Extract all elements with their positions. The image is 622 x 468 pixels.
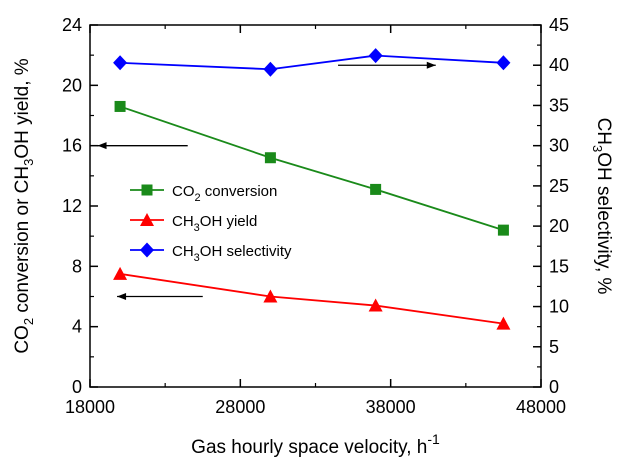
y-right-tick-label: 0 — [549, 377, 559, 397]
y-right-title-part: OH selectivity, % — [593, 152, 614, 294]
legend-label-rest: conversion — [201, 183, 278, 200]
legend-label-sub: 3 — [194, 252, 200, 264]
legend-label-sub: 2 — [195, 192, 201, 204]
series-line-co2-conversion — [119, 105, 504, 231]
legend-entry: CH3OH selectivity — [172, 243, 292, 264]
x-tick-label: 28000 — [215, 397, 265, 417]
y-left-tick-label: 24 — [62, 15, 82, 35]
x-tick-label: 48000 — [516, 397, 566, 417]
y-left-title-sub: 3 — [21, 159, 36, 166]
legend-entry: CH3OH yield — [172, 213, 257, 234]
data-point-co2-conversion — [114, 100, 126, 112]
data-point-ch3oh-yield — [496, 316, 511, 330]
y-right-tick-label: 40 — [549, 55, 569, 75]
y-left-tick-label: 0 — [72, 377, 82, 397]
axis-arrow-head — [97, 142, 107, 150]
y-right-tick-label: 25 — [549, 176, 569, 196]
axis-arrow-head — [426, 61, 436, 69]
data-point-ch3oh-selectivity — [263, 61, 278, 77]
data-point-ch3oh-selectivity — [496, 55, 511, 71]
legend-label-main: CO — [172, 183, 195, 200]
y-right-axis-title: CH3OH selectivity, % — [590, 118, 614, 295]
axis-arrow-head — [117, 293, 127, 300]
data-point-ch3oh-yield — [113, 266, 128, 280]
x-tick-label: 38000 — [366, 397, 416, 417]
y-left-tick-label: 8 — [72, 256, 82, 276]
data-point-ch3oh-yield — [368, 298, 383, 312]
y-right-tick-label: 10 — [549, 297, 569, 317]
data-point-co2-conversion — [497, 224, 509, 236]
y-left-title-part: OH yield, % — [12, 58, 33, 158]
data-point-ch3oh-selectivity — [368, 48, 383, 64]
data-point-ch3oh-yield — [263, 289, 278, 303]
y-left-tick-label: 12 — [62, 196, 82, 216]
legend-entry: CO2 conversion — [172, 183, 277, 204]
legend-marker — [140, 213, 154, 226]
y-right-tick-label: 15 — [549, 256, 569, 276]
legend-label-sub: 3 — [194, 222, 200, 234]
y-left-axis-title: CO2 conversion or CH3OH yield, % — [12, 58, 36, 353]
legend-label-rest: OH yield — [200, 213, 258, 230]
y-right-tick-label: 30 — [549, 136, 569, 156]
y-right-tick-label: 45 — [549, 15, 569, 35]
x-axis-title-superscript: -1 — [427, 431, 440, 447]
y-right-title-sub: 3 — [590, 145, 605, 152]
y-right-tick-label: 35 — [549, 95, 569, 115]
y-left-tick-label: 16 — [62, 136, 82, 156]
x-axis-title: Gas hourly space velocity, h-1 — [191, 431, 440, 458]
data-point-ch3oh-selectivity — [113, 55, 128, 71]
y-left-title-part: CO — [12, 325, 33, 354]
x-tick-label: 18000 — [65, 397, 115, 417]
data-point-co2-conversion — [370, 183, 382, 195]
legend-label-main: CH — [172, 243, 194, 260]
y-left-title-part: conversion or CH — [12, 166, 33, 318]
y-left-title-sub: 2 — [21, 318, 36, 325]
legend-label-rest: OH selectivity — [200, 243, 292, 260]
y-left-tick-label: 20 — [62, 75, 82, 95]
series-line-ch3oh-yield — [119, 272, 504, 325]
y-right-tick-label: 20 — [549, 216, 569, 236]
x-axis-title-main: Gas hourly space velocity, h — [191, 437, 427, 458]
y-right-title-part: CH — [593, 118, 614, 145]
series-line-ch3oh-selectivity — [120, 54, 504, 71]
legend-box — [130, 178, 320, 268]
legend-marker — [140, 242, 154, 258]
y-right-tick-label: 5 — [549, 337, 559, 357]
data-point-co2-conversion — [264, 152, 276, 164]
legend-label-main: CH — [172, 213, 194, 230]
legend-marker — [141, 184, 153, 196]
y-left-tick-label: 4 — [72, 317, 82, 337]
